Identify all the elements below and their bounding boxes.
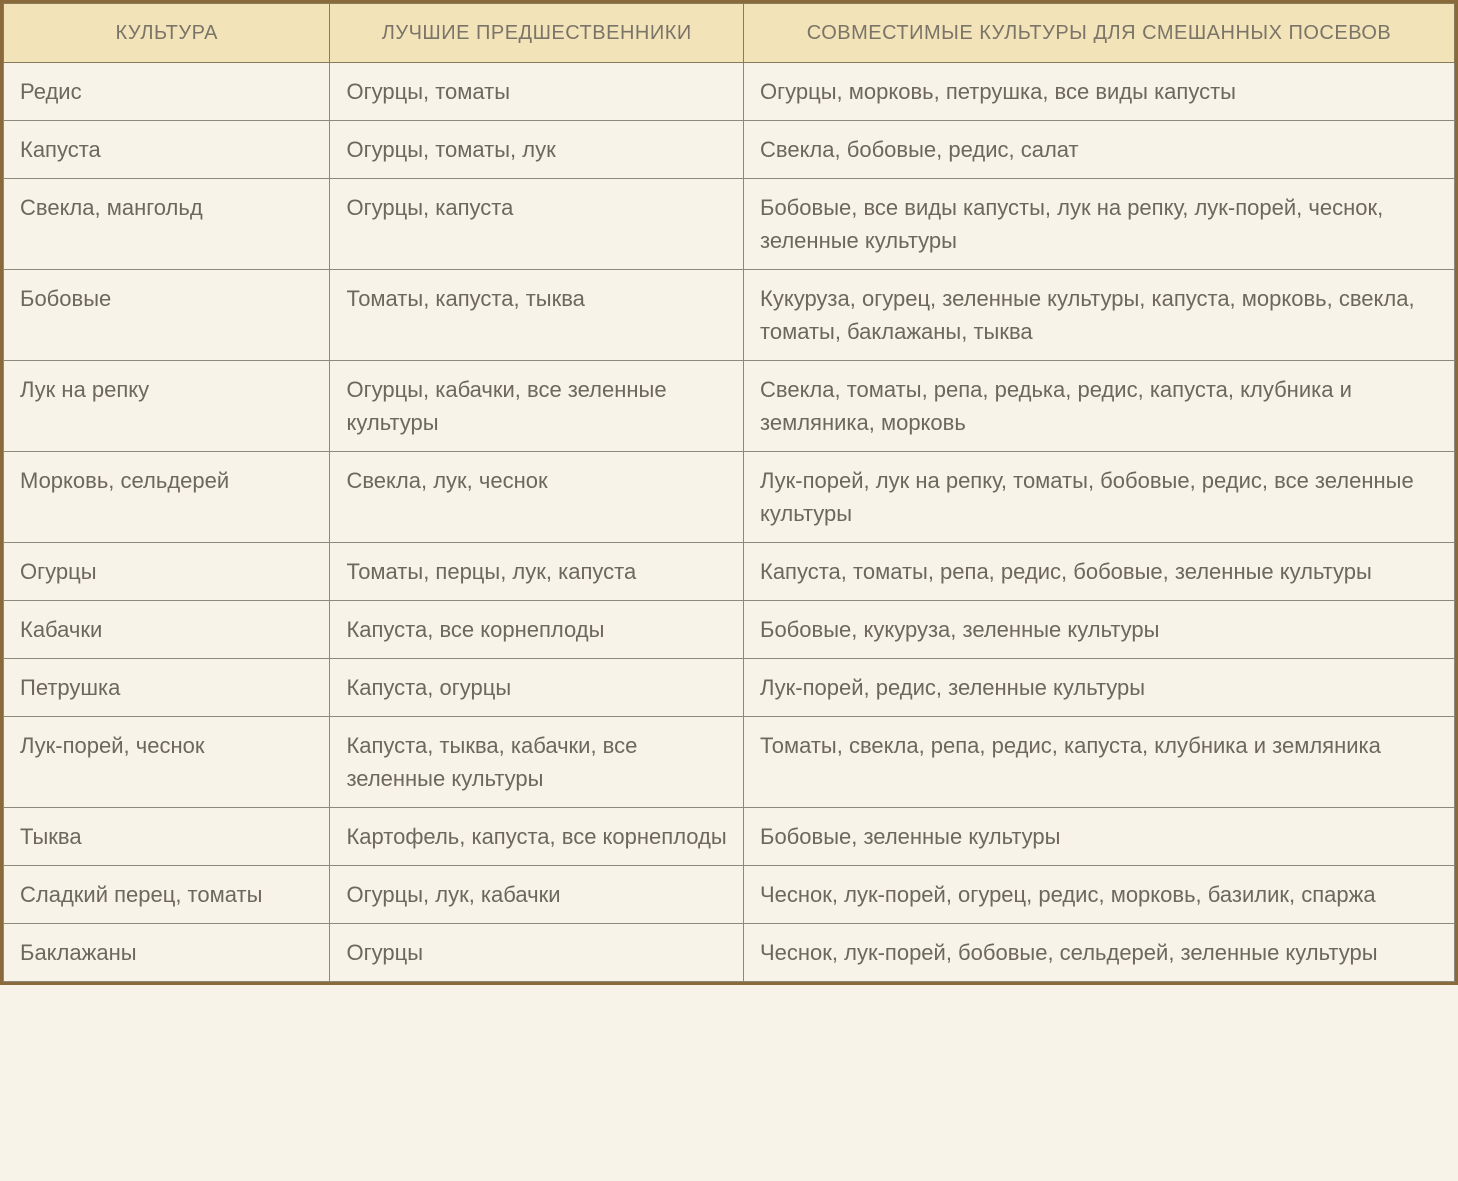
- cell-compatible: Лук-порей, редис, зеленные культуры: [744, 659, 1455, 717]
- cell-crop: Кабачки: [4, 601, 330, 659]
- cell-predecessors: Огурцы, кабачки, все зеленные культуры: [330, 361, 744, 452]
- cell-predecessors: Огурцы, томаты: [330, 63, 744, 121]
- table-row: Петрушка Капуста, огурцы Лук-порей, реди…: [4, 659, 1455, 717]
- cell-compatible: Свекла, томаты, репа, редька, редис, кап…: [744, 361, 1455, 452]
- table-row: Сладкий перец, томаты Огурцы, лук, кабач…: [4, 866, 1455, 924]
- cell-crop: Тыква: [4, 808, 330, 866]
- cell-crop: Капуста: [4, 121, 330, 179]
- table-body: Редис Огурцы, томаты Огурцы, морковь, пе…: [4, 63, 1455, 982]
- table-row: Морковь, сельдерей Свекла, лук, чеснок Л…: [4, 452, 1455, 543]
- table-row: Огурцы Томаты, перцы, лук, капуста Капус…: [4, 543, 1455, 601]
- crop-rotation-table-wrapper: КУЛЬТУРА ЛУЧШИЕ ПРЕДШЕСТВЕННИКИ СОВМЕСТИ…: [0, 0, 1458, 985]
- cell-predecessors: Капуста, огурцы: [330, 659, 744, 717]
- cell-compatible: Огурцы, морковь, петрушка, все виды капу…: [744, 63, 1455, 121]
- cell-crop: Лук на репку: [4, 361, 330, 452]
- cell-crop: Морковь, сельдерей: [4, 452, 330, 543]
- cell-predecessors: Томаты, капуста, тыква: [330, 270, 744, 361]
- table-row: Баклажаны Огурцы Чеснок, лук-порей, бобо…: [4, 924, 1455, 982]
- cell-predecessors: Капуста, все корнеплоды: [330, 601, 744, 659]
- column-header-compatible: СОВМЕСТИМЫЕ КУЛЬТУРЫ ДЛЯ СМЕШАННЫХ ПОСЕВ…: [744, 4, 1455, 63]
- crop-rotation-table: КУЛЬТУРА ЛУЧШИЕ ПРЕДШЕСТВЕННИКИ СОВМЕСТИ…: [3, 3, 1455, 982]
- cell-compatible: Свекла, бобовые, редис, салат: [744, 121, 1455, 179]
- cell-compatible: Капуста, томаты, репа, редис, бобовые, з…: [744, 543, 1455, 601]
- cell-predecessors: Капуста, тыква, кабачки, все зеленные ку…: [330, 717, 744, 808]
- cell-predecessors: Томаты, перцы, лук, капуста: [330, 543, 744, 601]
- table-row: Лук-порей, чеснок Капуста, тыква, кабачк…: [4, 717, 1455, 808]
- table-row: Кабачки Капуста, все корнеплоды Бобовые,…: [4, 601, 1455, 659]
- column-header-predecessors: ЛУЧШИЕ ПРЕДШЕСТВЕННИКИ: [330, 4, 744, 63]
- table-row: Капуста Огурцы, томаты, лук Свекла, бобо…: [4, 121, 1455, 179]
- table-header-row: КУЛЬТУРА ЛУЧШИЕ ПРЕДШЕСТВЕННИКИ СОВМЕСТИ…: [4, 4, 1455, 63]
- cell-predecessors: Огурцы, капуста: [330, 179, 744, 270]
- cell-predecessors: Огурцы, лук, кабачки: [330, 866, 744, 924]
- cell-crop: Баклажаны: [4, 924, 330, 982]
- cell-predecessors: Картофель, капуста, все корнеплоды: [330, 808, 744, 866]
- cell-predecessors: Огурцы, томаты, лук: [330, 121, 744, 179]
- cell-compatible: Чеснок, лук-порей, огурец, редис, морков…: [744, 866, 1455, 924]
- cell-compatible: Бобовые, все виды капусты, лук на репку,…: [744, 179, 1455, 270]
- cell-crop: Лук-порей, чеснок: [4, 717, 330, 808]
- table-row: Тыква Картофель, капуста, все корнеплоды…: [4, 808, 1455, 866]
- cell-predecessors: Свекла, лук, чеснок: [330, 452, 744, 543]
- cell-compatible: Бобовые, кукуруза, зеленные культуры: [744, 601, 1455, 659]
- cell-crop: Сладкий перец, томаты: [4, 866, 330, 924]
- table-row: Лук на репку Огурцы, кабачки, все зеленн…: [4, 361, 1455, 452]
- cell-crop: Петрушка: [4, 659, 330, 717]
- cell-predecessors: Огурцы: [330, 924, 744, 982]
- cell-crop: Огурцы: [4, 543, 330, 601]
- cell-compatible: Томаты, свекла, репа, редис, капуста, кл…: [744, 717, 1455, 808]
- table-row: Свекла, мангольд Огурцы, капуста Бобовые…: [4, 179, 1455, 270]
- cell-compatible: Бобовые, зеленные культуры: [744, 808, 1455, 866]
- cell-crop: Бобовые: [4, 270, 330, 361]
- cell-crop: Свекла, мангольд: [4, 179, 330, 270]
- table-row: Редис Огурцы, томаты Огурцы, морковь, пе…: [4, 63, 1455, 121]
- cell-compatible: Кукуруза, огурец, зеленные культуры, кап…: [744, 270, 1455, 361]
- table-row: Бобовые Томаты, капуста, тыква Кукуруза,…: [4, 270, 1455, 361]
- cell-compatible: Лук-порей, лук на репку, томаты, бобовые…: [744, 452, 1455, 543]
- cell-crop: Редис: [4, 63, 330, 121]
- cell-compatible: Чеснок, лук-порей, бобовые, сельдерей, з…: [744, 924, 1455, 982]
- column-header-crop: КУЛЬТУРА: [4, 4, 330, 63]
